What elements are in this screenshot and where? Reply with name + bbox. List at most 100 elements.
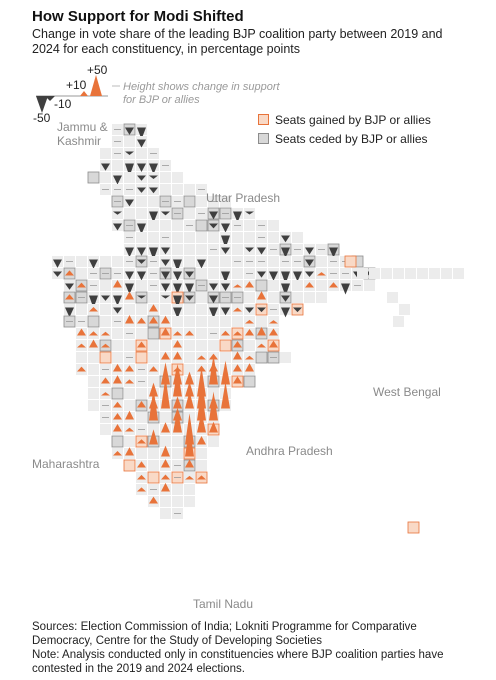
vote-change-arrow [341, 283, 350, 295]
constituency-cell [148, 220, 159, 231]
key-note-line1: Height shows change in support [123, 81, 280, 93]
vote-change-arrow [137, 341, 146, 348]
constituency-cell [124, 136, 135, 147]
vote-change-arrow [293, 307, 302, 313]
vote-change-arrow [209, 421, 218, 433]
state-label-tamil-nadu: Tamil Nadu [193, 597, 253, 611]
vote-change-arrow [209, 295, 218, 304]
vote-change-arrow [149, 496, 158, 504]
footer: Sources: Election Commission of India; L… [32, 620, 472, 676]
constituency-cell [232, 232, 243, 243]
vote-change-arrow [161, 283, 170, 292]
constituency-cell [184, 340, 195, 351]
constituency-cell [112, 256, 123, 267]
vote-change-arrow [209, 307, 218, 319]
constituency-cell [243, 375, 256, 388]
constituency-cell [220, 352, 231, 363]
constituency-cell [208, 436, 219, 447]
constituency-cell [407, 521, 420, 534]
vote-change-arrow [173, 295, 182, 309]
constituency-cell [232, 268, 243, 279]
vote-change-arrow [137, 247, 146, 256]
constituency-cell [172, 244, 183, 255]
constituency-cell [196, 328, 207, 339]
vote-change-arrow [77, 366, 86, 372]
key-note-line2: for BJP or allies [123, 94, 200, 106]
vote-change-arrow [77, 328, 86, 336]
vote-change-arrow [89, 295, 98, 309]
vote-change-arrow [293, 271, 302, 282]
constituency-cell [148, 460, 159, 471]
constituency-cell [364, 280, 375, 291]
vote-change-arrow [89, 259, 98, 269]
vote-change-arrow [125, 291, 134, 300]
constituency-cell [76, 352, 87, 363]
constituency-cell [184, 208, 195, 219]
vote-change-arrow [113, 412, 122, 420]
vote-change-arrow [77, 343, 86, 348]
key-gain-large-arrow [90, 75, 102, 96]
vote-change-arrow [125, 379, 134, 384]
constituency-cell [172, 316, 183, 327]
constituency-cell [196, 196, 207, 207]
constituency-cell [100, 280, 111, 291]
vote-change-arrow [305, 259, 314, 267]
key-plus50-label: +50 [87, 63, 108, 77]
constituency-cell [196, 460, 207, 471]
vote-change-arrow [245, 319, 254, 324]
constituency-cell [112, 160, 123, 171]
constituency-cell [387, 292, 398, 303]
constituency-cell [172, 448, 183, 459]
constituency-cell [196, 292, 207, 303]
key-gain-small-arrow [80, 91, 88, 96]
constituency-cell [124, 340, 135, 351]
vote-change-arrow [185, 475, 194, 480]
vote-change-arrow [269, 340, 278, 348]
constituency-cell [172, 184, 183, 195]
vote-change-arrow [305, 271, 314, 277]
vote-change-arrow [185, 427, 194, 457]
constituency-cell [184, 304, 195, 315]
vote-change-arrow [281, 235, 290, 243]
legend: Seats gained by BJP or allies Seats cede… [258, 110, 431, 148]
vote-change-arrow [257, 343, 266, 348]
constituency-cell [196, 304, 207, 315]
vote-change-arrow [113, 363, 122, 372]
constituency-cell [220, 196, 231, 207]
constituency-cell [304, 292, 315, 303]
constituency-cell [100, 172, 111, 183]
constituency-cell [184, 184, 195, 195]
vote-change-arrow [161, 474, 170, 480]
vote-change-arrow [257, 291, 266, 300]
constituency-cell [88, 364, 99, 375]
vote-change-arrow [113, 175, 122, 185]
chart-title: How Support for Modi Shifted [32, 8, 244, 25]
vote-change-arrow [269, 320, 278, 324]
vote-change-arrow [161, 482, 170, 492]
constituency-cell [268, 220, 279, 231]
constituency-cell [232, 316, 243, 327]
constituency-cell [429, 268, 440, 279]
vote-change-arrow [149, 247, 158, 261]
vote-change-arrow [185, 330, 194, 336]
vote-change-arrow [149, 304, 158, 312]
constituency-cell [453, 268, 464, 279]
constituency-cell [160, 412, 171, 423]
state-label-west-bengal: West Bengal [373, 385, 441, 399]
constituency-cell [268, 232, 279, 243]
constituency-cell [160, 172, 171, 183]
constituency-cell [123, 459, 136, 472]
vote-change-arrow [53, 259, 62, 268]
constituency-cell [255, 279, 268, 292]
vote-change-arrow [233, 211, 242, 223]
constituency-cell [136, 448, 147, 459]
vote-change-arrow [257, 326, 266, 336]
vote-change-arrow [89, 331, 98, 336]
vote-change-arrow [101, 163, 110, 171]
vote-change-arrow [137, 271, 146, 281]
vote-change-arrow [185, 371, 194, 385]
constituency-cell [148, 196, 159, 207]
vote-change-arrow [185, 271, 194, 278]
vote-change-arrow [161, 211, 170, 216]
constituency-cell [219, 339, 232, 352]
